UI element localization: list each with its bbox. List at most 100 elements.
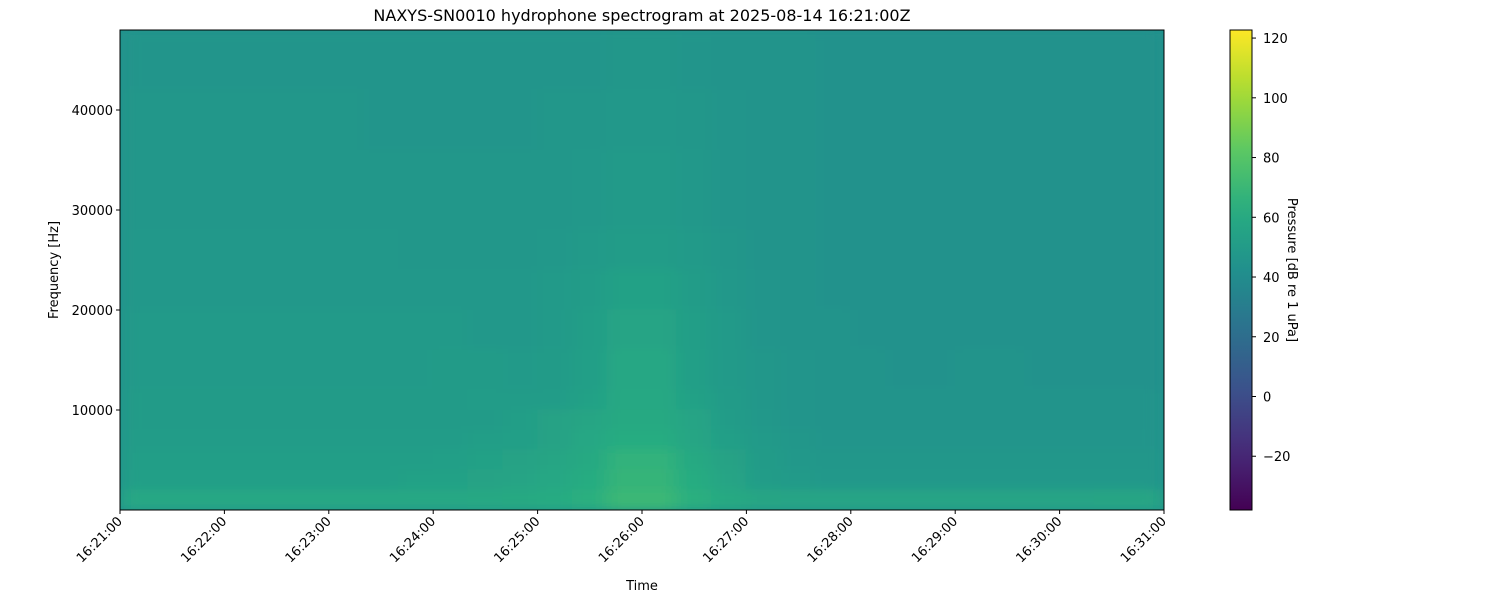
heatmap-cell bbox=[502, 289, 539, 311]
heatmap-cell bbox=[641, 189, 678, 211]
heatmap-cell bbox=[1059, 149, 1095, 171]
heatmap-cell bbox=[258, 209, 295, 231]
heatmap-cell bbox=[293, 289, 330, 311]
heatmap-cell bbox=[711, 489, 747, 510]
heatmap-cell bbox=[606, 469, 643, 491]
heatmap-cell bbox=[954, 429, 991, 451]
heatmap-cell bbox=[328, 309, 365, 331]
heatmap-cell bbox=[919, 409, 956, 431]
heatmap-cell bbox=[223, 169, 260, 191]
heatmap-cell bbox=[397, 109, 434, 131]
heatmap-cell bbox=[676, 309, 713, 331]
heatmap-cell bbox=[258, 129, 295, 151]
heatmap-cell bbox=[467, 49, 504, 71]
heatmap-cell bbox=[745, 169, 782, 191]
heatmap-cell bbox=[432, 249, 469, 271]
heatmap-cell bbox=[641, 269, 678, 291]
heatmap-cell bbox=[850, 30, 887, 51]
heatmap-cell bbox=[1024, 409, 1061, 431]
heatmap-cell bbox=[989, 409, 1026, 431]
heatmap-cell bbox=[363, 409, 399, 431]
colorbar-tick-label: −20 bbox=[1263, 450, 1290, 465]
heatmap-cell bbox=[1059, 249, 1095, 271]
x-axis: 16:21:00 16:22:00 16:23:00 16:24:00 16:25:00… bbox=[74, 510, 1170, 566]
heatmap-cell bbox=[885, 429, 921, 451]
heatmap-cell bbox=[363, 209, 399, 231]
y-axis: 10000 20000 30000 40000 bbox=[72, 104, 120, 419]
heatmap-cell bbox=[606, 69, 643, 91]
heatmap-cell bbox=[120, 89, 156, 111]
heatmap-cell bbox=[223, 409, 260, 431]
heatmap-cell bbox=[537, 469, 573, 491]
heatmap-cell bbox=[641, 289, 678, 311]
heatmap-cell bbox=[815, 309, 852, 331]
heatmap-cell bbox=[885, 129, 921, 151]
heatmap-cell bbox=[189, 229, 225, 251]
heatmap-cell bbox=[1059, 49, 1095, 71]
heatmap-cell bbox=[154, 229, 191, 251]
heatmap-cell bbox=[502, 329, 539, 351]
heatmap-cell bbox=[1059, 409, 1095, 431]
heatmap-cell bbox=[815, 149, 852, 171]
heatmap-cell bbox=[120, 409, 156, 431]
heatmap-cell bbox=[919, 469, 956, 491]
heatmap-cell bbox=[120, 30, 156, 51]
heatmap-cell bbox=[1128, 169, 1164, 191]
heatmap-cell bbox=[1128, 229, 1164, 251]
heatmap-cell bbox=[780, 289, 817, 311]
heatmap-cell bbox=[676, 89, 713, 111]
heatmap-cell bbox=[467, 389, 504, 411]
heatmap-cell bbox=[189, 89, 225, 111]
heatmap-cell bbox=[780, 49, 817, 71]
heatmap-cell bbox=[502, 409, 539, 431]
heatmap-cell bbox=[780, 69, 817, 91]
heatmap-cell bbox=[989, 349, 1026, 371]
heatmap-cell bbox=[397, 429, 434, 451]
heatmap-cell bbox=[1128, 369, 1164, 391]
heatmap-cell bbox=[328, 209, 365, 231]
heatmap-cell bbox=[120, 169, 156, 191]
heatmap-cell bbox=[258, 409, 295, 431]
heatmap-cell bbox=[537, 309, 573, 331]
heatmap-cell bbox=[885, 369, 921, 391]
heatmap-cell bbox=[1093, 69, 1130, 91]
heatmap-cell bbox=[258, 449, 295, 471]
heatmap-cell bbox=[293, 209, 330, 231]
heatmap-cell bbox=[815, 289, 852, 311]
heatmap-cell bbox=[815, 229, 852, 251]
heatmap-cell bbox=[223, 429, 260, 451]
heatmap-cell bbox=[1024, 309, 1061, 331]
x-tick-label: 16:26:00 bbox=[596, 514, 648, 566]
heatmap-cell bbox=[293, 249, 330, 271]
heatmap-cell bbox=[919, 229, 956, 251]
heatmap-cell bbox=[502, 109, 539, 131]
heatmap-cell bbox=[1024, 369, 1061, 391]
heatmap-cell bbox=[1128, 309, 1164, 331]
x-tick-label: 16:28:00 bbox=[805, 514, 857, 566]
heatmap-cell bbox=[258, 329, 295, 351]
heatmap-cell bbox=[885, 30, 921, 51]
heatmap-cell bbox=[537, 189, 573, 211]
heatmap-cell bbox=[676, 389, 713, 411]
heatmap-cell bbox=[1024, 129, 1061, 151]
heatmap-cell bbox=[676, 409, 713, 431]
heatmap-cell bbox=[223, 229, 260, 251]
heatmap-cell bbox=[120, 189, 156, 211]
heatmap-cell bbox=[223, 329, 260, 351]
heatmap-cell bbox=[328, 89, 365, 111]
heatmap-cell bbox=[328, 429, 365, 451]
heatmap-cell bbox=[745, 369, 782, 391]
heatmap-cell bbox=[711, 449, 747, 471]
heatmap-cell bbox=[363, 429, 399, 451]
heatmap-cell bbox=[1059, 89, 1095, 111]
heatmap-cell bbox=[1059, 269, 1095, 291]
heatmap-cell bbox=[885, 489, 921, 510]
colorbar-tick-label: 120 bbox=[1263, 32, 1288, 47]
heatmap-cell bbox=[397, 289, 434, 311]
heatmap-cell bbox=[363, 249, 399, 271]
x-tick-label: 16:29:00 bbox=[909, 514, 961, 566]
heatmap-cell bbox=[919, 49, 956, 71]
heatmap-cell bbox=[120, 309, 156, 331]
heatmap-cell bbox=[676, 449, 713, 471]
heatmap-cell bbox=[989, 209, 1026, 231]
